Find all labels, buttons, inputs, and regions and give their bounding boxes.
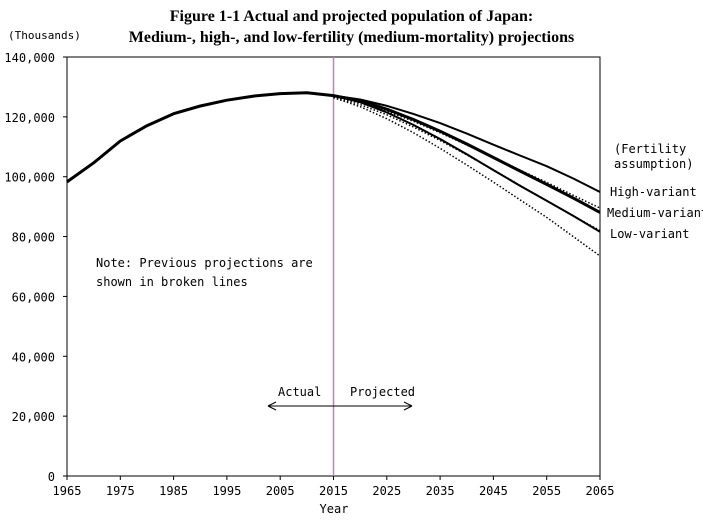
x-tick-label: 2035 [426,484,455,498]
arrow-head-left [267,401,277,411]
y-tick-label: 40,000 [12,350,55,364]
y-tick-label: 0 [48,470,55,484]
projected-label: Projected [350,385,415,399]
x-tick-label: 2025 [372,484,401,498]
series-line-previous-projection-4 [333,95,601,209]
arrow-head-right [403,401,413,411]
y-tick-label: 20,000 [12,410,55,424]
series-line-previous-projection-6 [333,96,601,257]
x-tick-label: 2045 [479,484,508,498]
x-tick-label: 2055 [532,484,561,498]
y-axis-label: (Thousands) [8,29,81,42]
x-tick-label: 1985 [159,484,188,498]
chart-title-line1: Figure 1-1 Actual and projected populati… [169,8,534,25]
x-axis-label: Year [320,502,349,516]
x-tick-label: 1965 [53,484,82,498]
y-tick-label: 80,000 [12,231,55,245]
label-low-variant: Low-variant [610,227,689,241]
y-tick-label: 140,000 [4,51,55,65]
series-line-medium-variant [333,94,601,214]
legend-title-line1: (Fertility [614,142,686,156]
x-tick-label: 2015 [319,484,348,498]
actual-label: Actual [278,385,321,399]
legend-title-line2: assumption) [614,157,693,171]
label-medium-variant: Medium-variant [607,206,703,220]
series-line-actual [66,91,334,184]
y-tick-label: 120,000 [4,111,55,125]
x-tick-label: 2065 [586,484,615,498]
chart-title-line2: Medium-, high-, and low-fertility (mediu… [128,29,575,46]
note-line2: shown in broken lines [96,275,248,289]
series-line-previous-projection-5 [333,96,601,232]
x-tick-label: 1975 [106,484,135,498]
x-tick-label: 1995 [212,484,241,498]
note-line1: Note: Previous projections are [96,256,313,270]
series-line-high-variant [333,94,601,193]
y-tick-label: 100,000 [4,171,55,185]
label-high-variant: High-variant [610,185,697,199]
y-tick-label: 60,000 [12,290,55,304]
series-line-low-variant [333,94,601,233]
x-tick-label: 2005 [266,484,295,498]
